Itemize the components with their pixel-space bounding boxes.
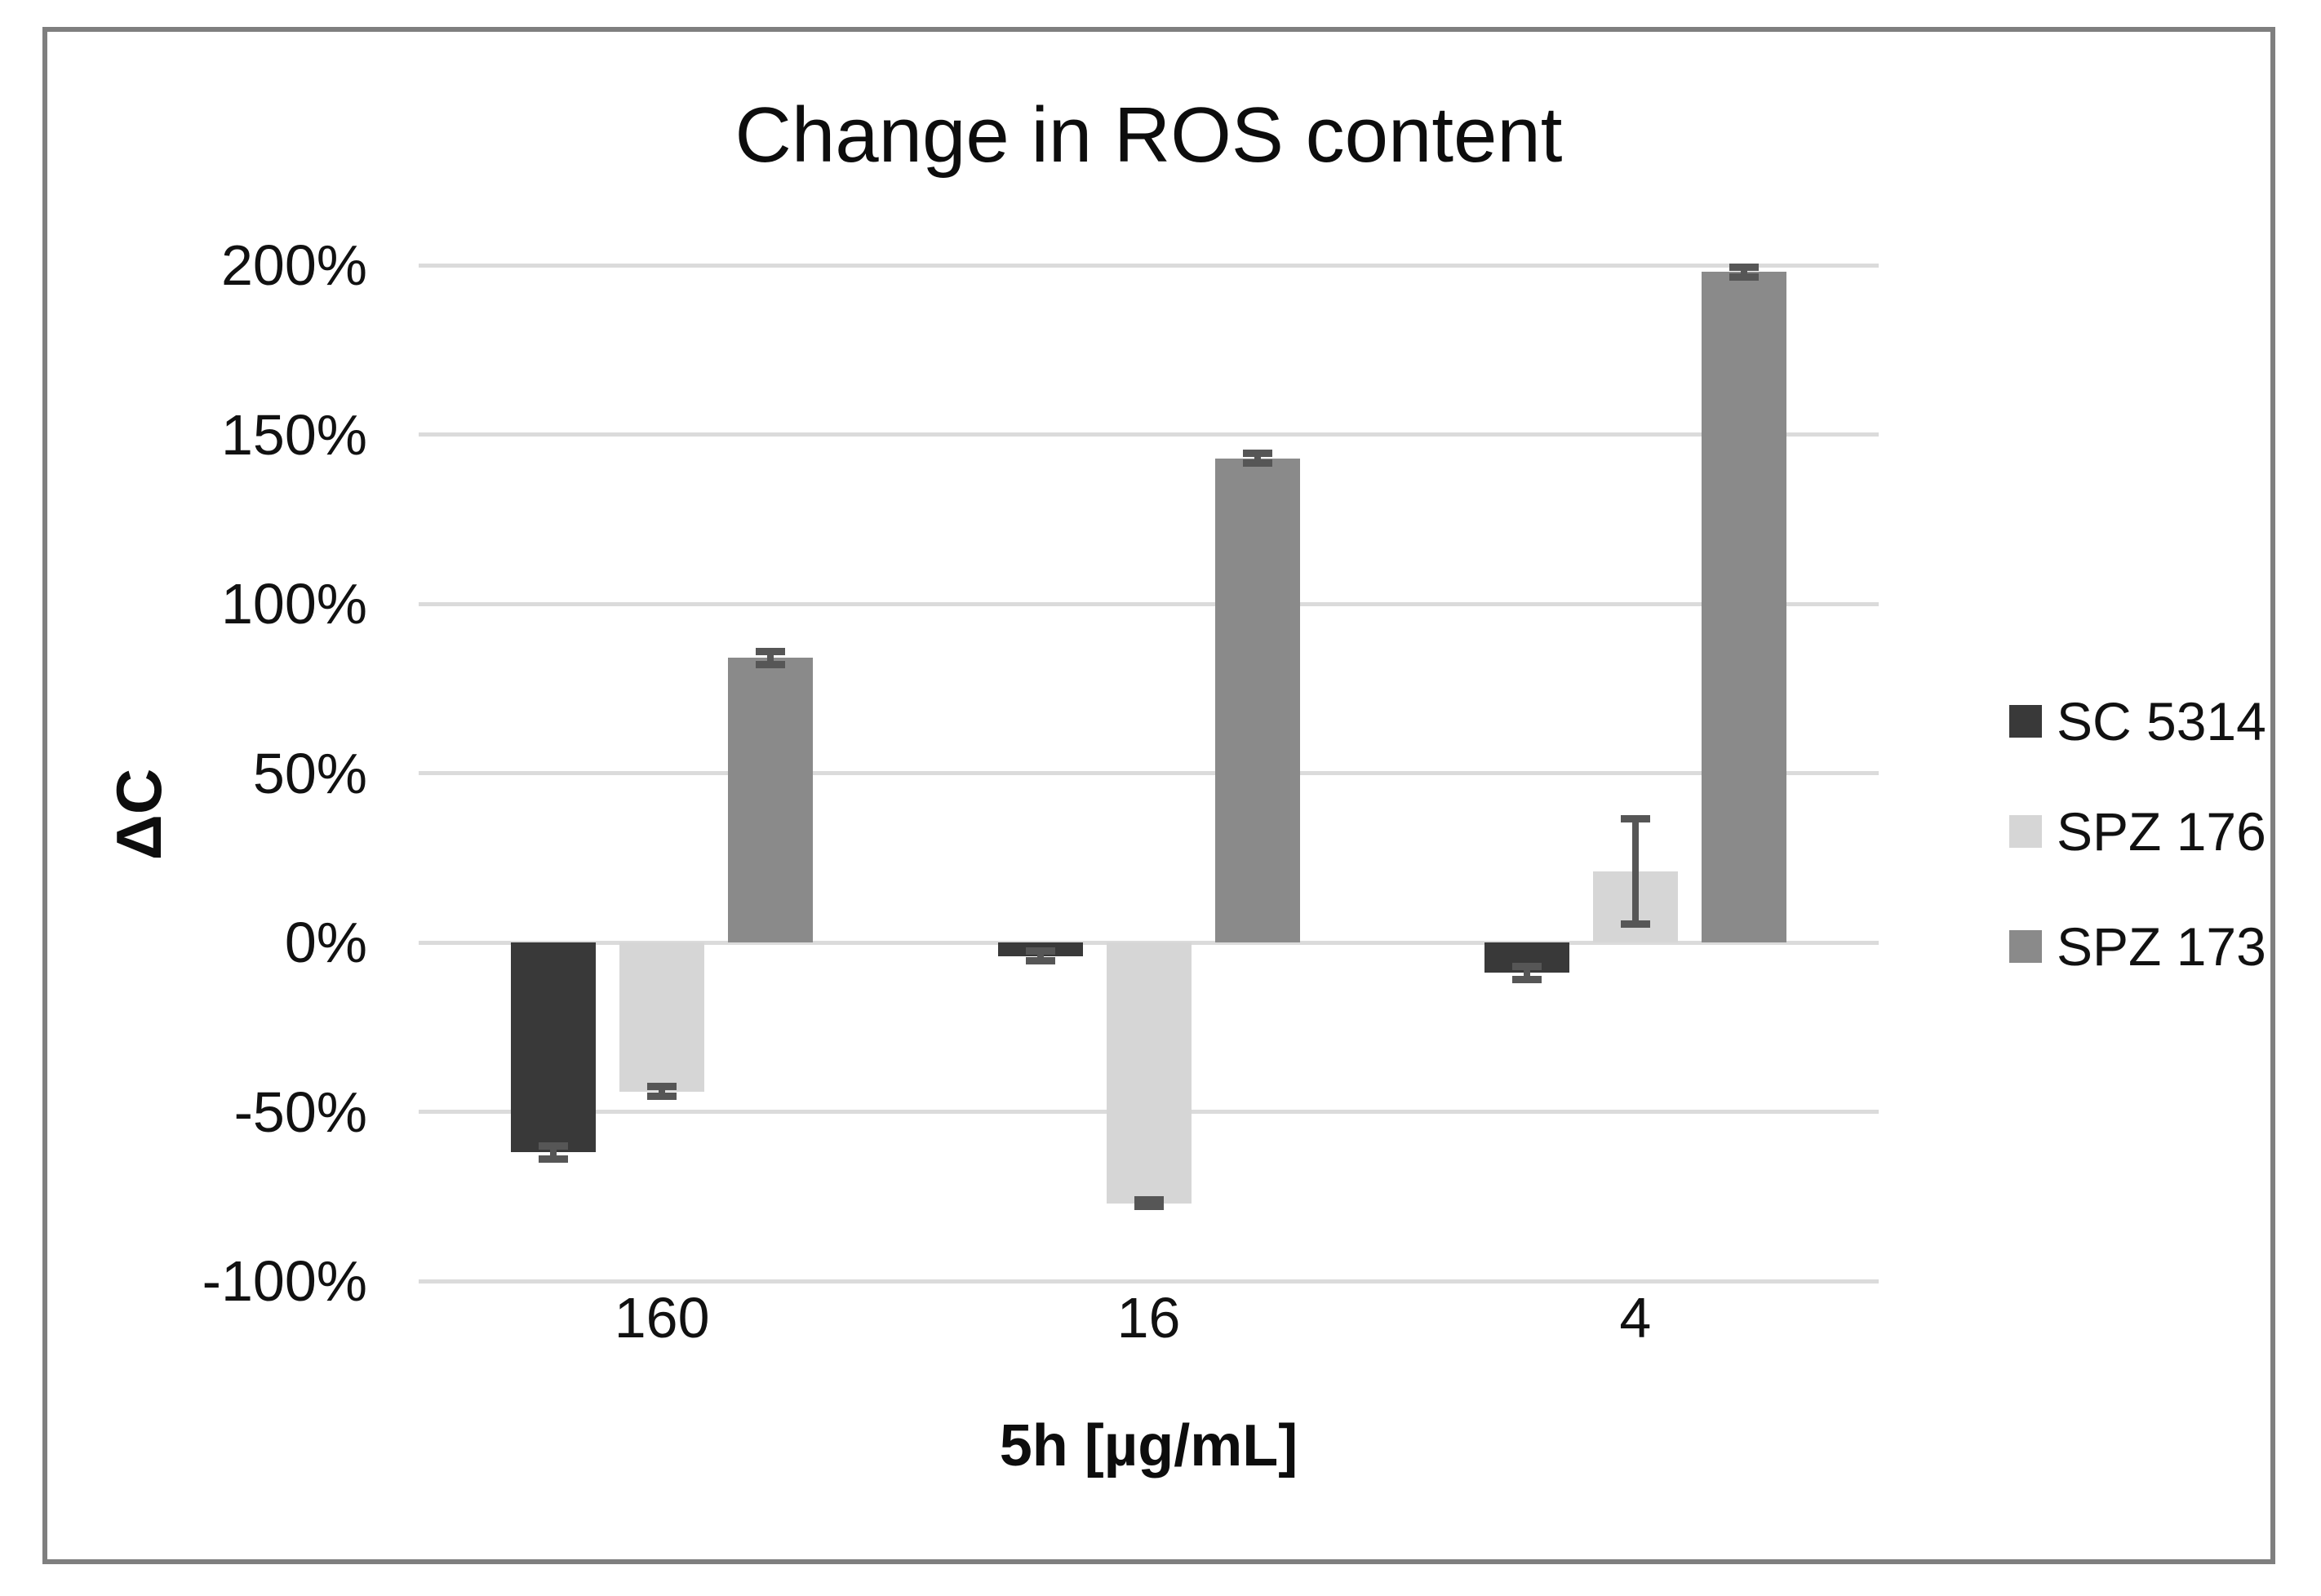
bar-spz-173-4 bbox=[1701, 272, 1786, 942]
error-bar-cap bbox=[539, 1155, 569, 1164]
error-bar-cap bbox=[1511, 976, 1542, 984]
gridline-200 bbox=[419, 263, 1879, 268]
legend-item-spz-173: SPZ 173 bbox=[2009, 920, 2266, 973]
x-category-label: 4 bbox=[1619, 1286, 1652, 1350]
legend-label: SPZ 173 bbox=[2057, 916, 2266, 977]
error-bar-cap bbox=[539, 1142, 569, 1150]
figure-border bbox=[42, 27, 2275, 1564]
y-tick-label: 100% bbox=[220, 572, 367, 636]
y-tick-label: -50% bbox=[233, 1080, 367, 1144]
legend-swatch bbox=[2009, 815, 2042, 848]
error-bar-cap bbox=[1242, 449, 1272, 457]
error-bar-cap bbox=[1729, 263, 1759, 271]
legend-item-spz-176: SPZ 176 bbox=[2009, 805, 2266, 858]
y-tick-label: 150% bbox=[220, 402, 367, 467]
legend-swatch bbox=[2009, 930, 2042, 963]
bar-spz-173-160 bbox=[728, 658, 814, 942]
error-bar-cap bbox=[1025, 957, 1055, 965]
bar-spz-176-16 bbox=[1106, 942, 1192, 1204]
error-bar-cap bbox=[1620, 920, 1650, 928]
error-bar-whisker bbox=[659, 1086, 666, 1097]
error-bar-cap bbox=[647, 1093, 677, 1101]
y-tick-label: 200% bbox=[220, 233, 367, 297]
y-tick-label: 50% bbox=[252, 741, 367, 805]
legend-label: SPZ 176 bbox=[2057, 801, 2266, 862]
legend-swatch bbox=[2009, 705, 2042, 738]
gridline-150 bbox=[419, 432, 1879, 437]
bar-spz-176-160 bbox=[619, 942, 705, 1092]
error-bar-cap bbox=[1511, 962, 1542, 970]
error-bar-cap bbox=[1242, 459, 1272, 468]
y-tick-label: -100% bbox=[202, 1249, 367, 1313]
error-bar-cap bbox=[647, 1082, 677, 1090]
legend-item-sc-5314: SC 5314 bbox=[2009, 694, 2266, 748]
error-bar-whisker bbox=[1254, 453, 1261, 463]
x-category-label: 160 bbox=[614, 1286, 710, 1350]
error-bar-whisker bbox=[1631, 818, 1639, 924]
bar-spz-173-16 bbox=[1214, 458, 1300, 942]
error-bar-cap bbox=[1134, 1203, 1164, 1211]
error-bar-whisker bbox=[767, 651, 774, 665]
y-tick-label: 0% bbox=[284, 911, 367, 974]
x-axis-title: 5h [µg/mL] bbox=[999, 1413, 1298, 1479]
error-bar-cap bbox=[1025, 947, 1055, 955]
error-bar-cap bbox=[1620, 815, 1650, 823]
legend-label: SC 5314 bbox=[2057, 691, 2266, 751]
error-bar-cap bbox=[1134, 1195, 1164, 1204]
error-bar-cap bbox=[1729, 273, 1759, 282]
error-bar-cap bbox=[756, 661, 786, 669]
bar-sc-5314-160 bbox=[511, 942, 597, 1153]
error-bar-whisker bbox=[1036, 951, 1044, 961]
error-bar-whisker bbox=[1523, 966, 1530, 980]
x-category-label: 16 bbox=[1116, 1286, 1181, 1350]
gridline-50 bbox=[419, 771, 1879, 775]
error-bar-whisker bbox=[550, 1146, 557, 1159]
gridline--100 bbox=[419, 1279, 1879, 1283]
gridline-100 bbox=[419, 601, 1879, 606]
chart-title: Change in ROS content bbox=[734, 91, 1563, 179]
error-bar-whisker bbox=[1740, 267, 1747, 277]
error-bar-cap bbox=[756, 647, 786, 655]
